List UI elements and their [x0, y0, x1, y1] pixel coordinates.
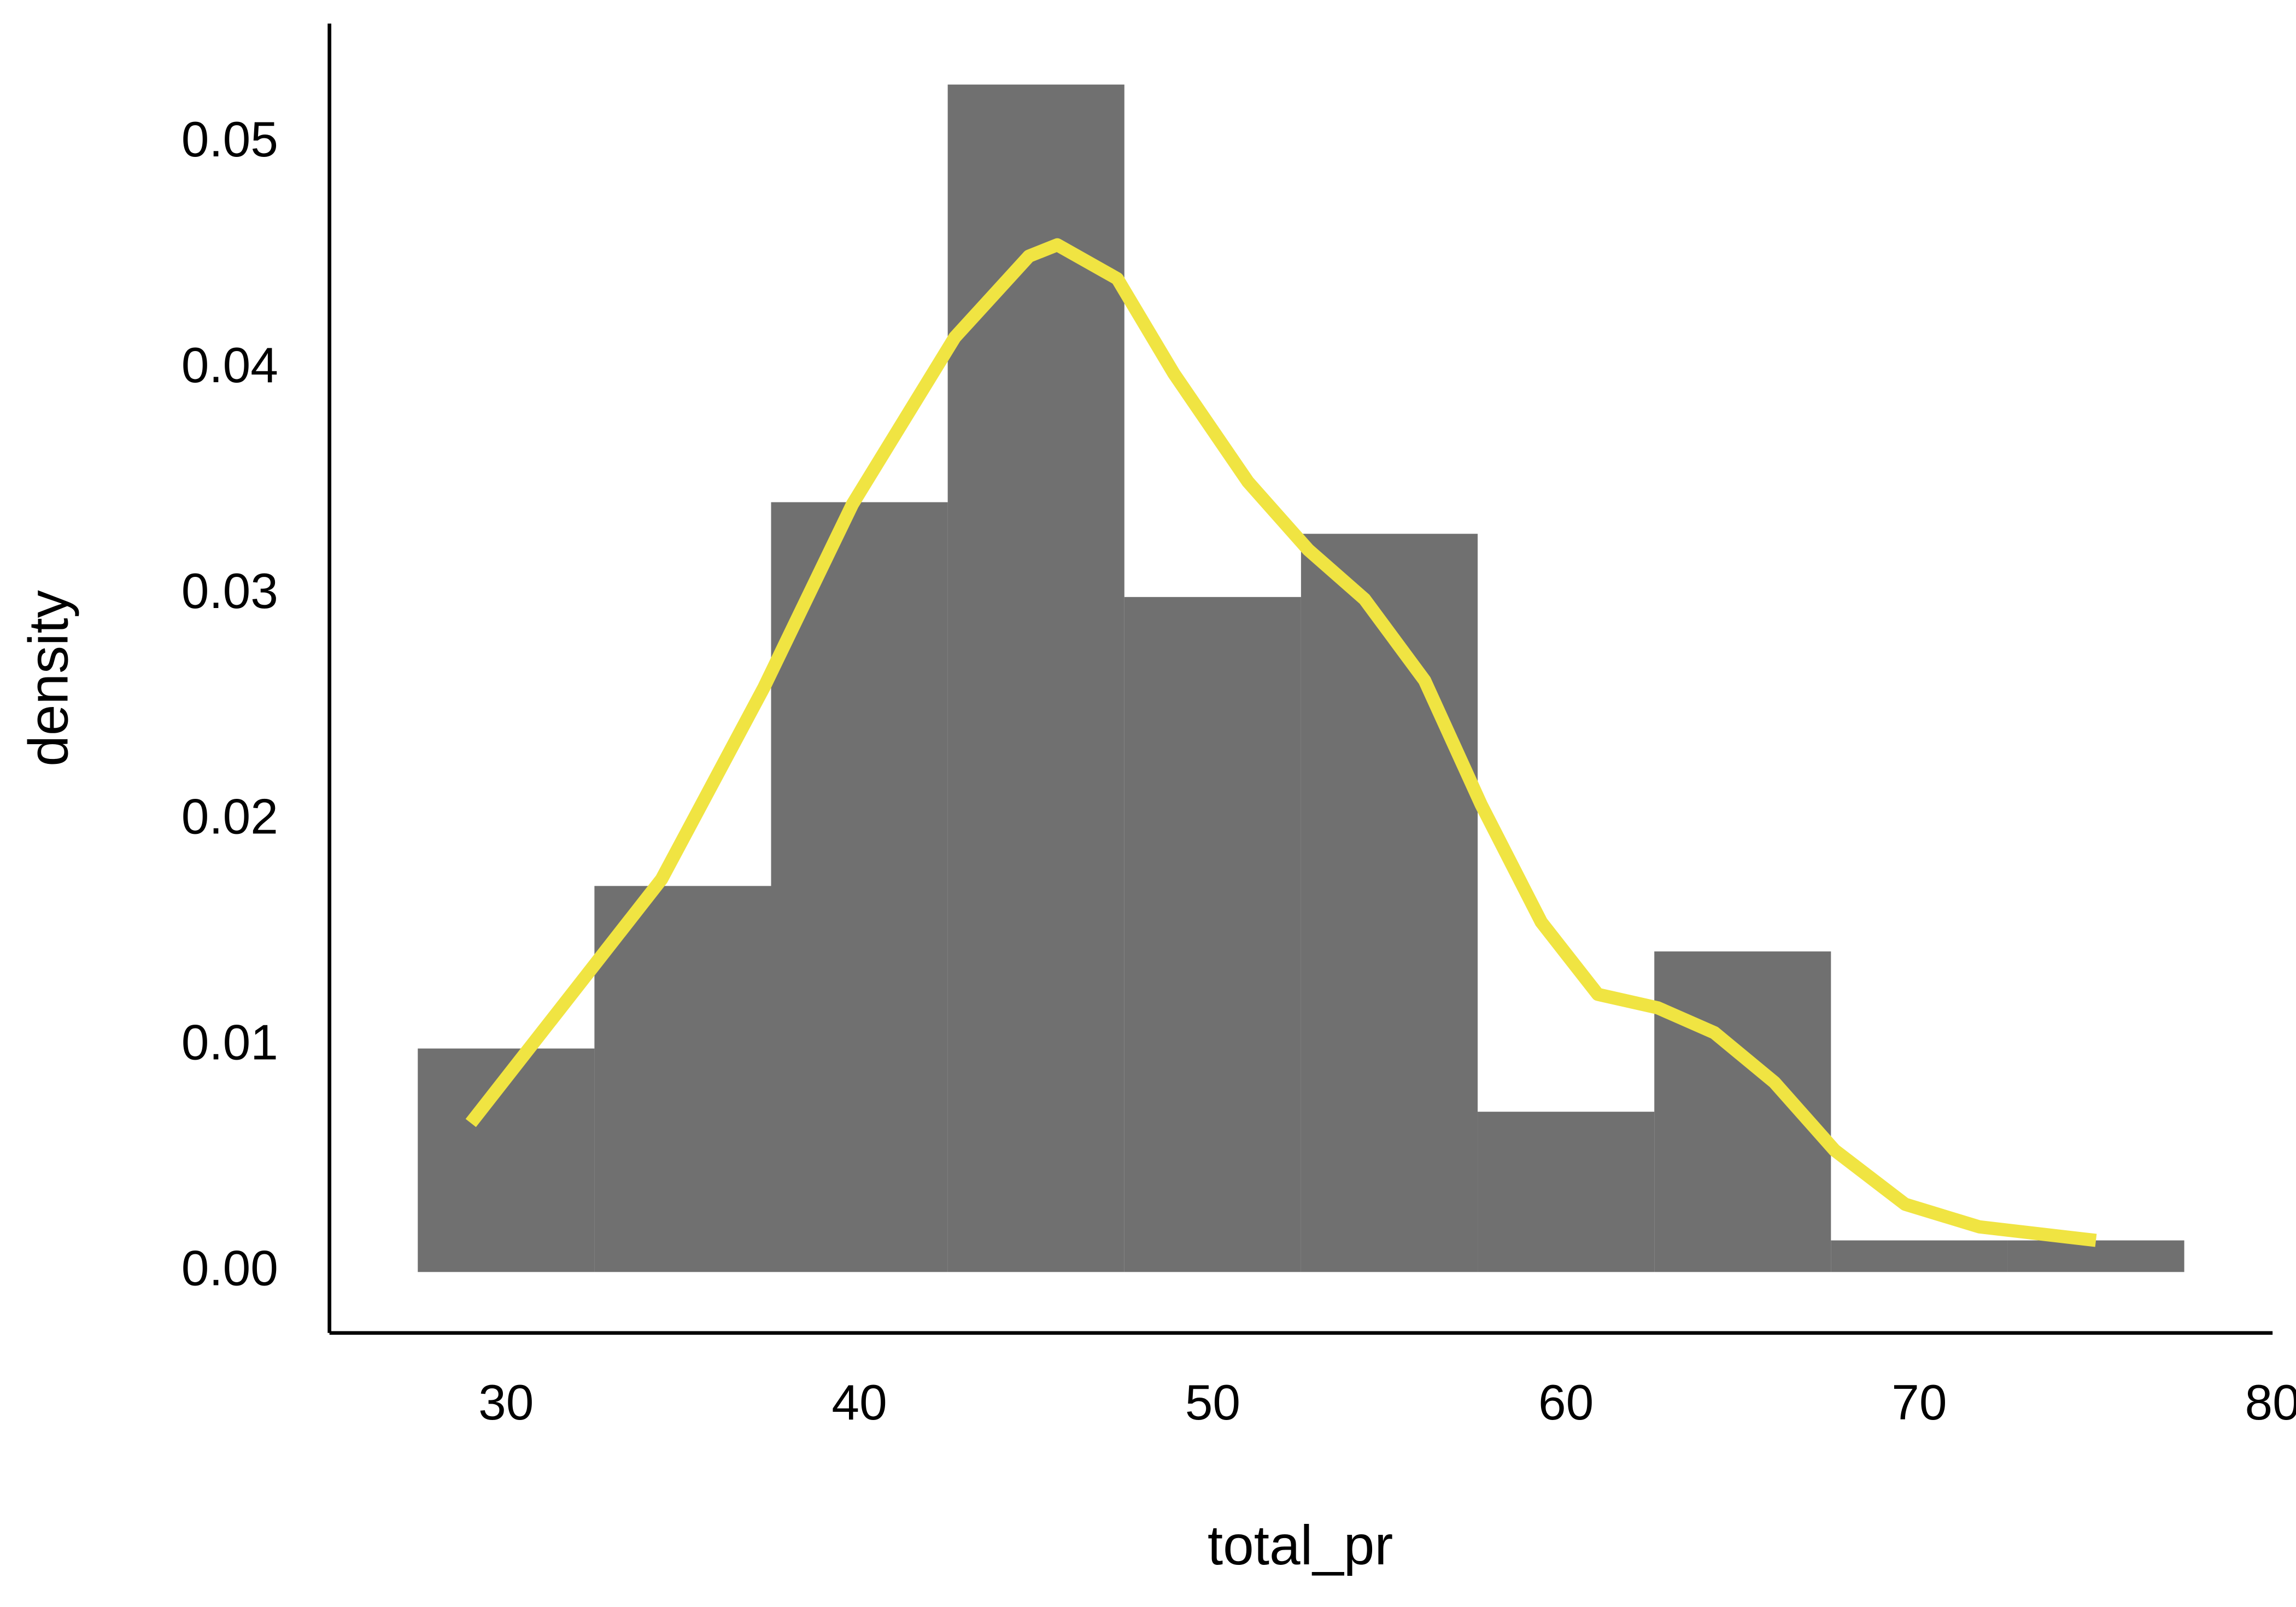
y-tick-label: 0.02	[181, 790, 278, 845]
y-tick-label: 0.03	[181, 564, 278, 619]
bar	[1301, 534, 1478, 1272]
x-tick-label: 40	[831, 1375, 887, 1430]
bar	[947, 84, 1124, 1272]
bar	[1478, 1112, 1655, 1272]
y-tick-label: 0.05	[181, 112, 278, 167]
bar	[2007, 1240, 2184, 1272]
y-tick-label: 0.01	[181, 1015, 278, 1071]
bar	[771, 502, 948, 1272]
bar	[1831, 1240, 2008, 1272]
bar	[594, 886, 771, 1272]
x-tick-label: 30	[478, 1375, 534, 1430]
x-tick-label: 50	[1185, 1375, 1240, 1430]
y-axis-label: density	[17, 590, 79, 767]
x-axis-label: total_pr	[1208, 1514, 1393, 1576]
x-tick-label: 60	[1538, 1375, 1594, 1430]
x-tick-label: 70	[1891, 1375, 1947, 1430]
y-tick-label: 0.00	[181, 1241, 278, 1296]
density-line	[465, 238, 2097, 1247]
y-tick-label: 0.04	[181, 338, 278, 393]
bar	[1124, 597, 1301, 1272]
x-tick-label: 80	[2245, 1375, 2296, 1430]
